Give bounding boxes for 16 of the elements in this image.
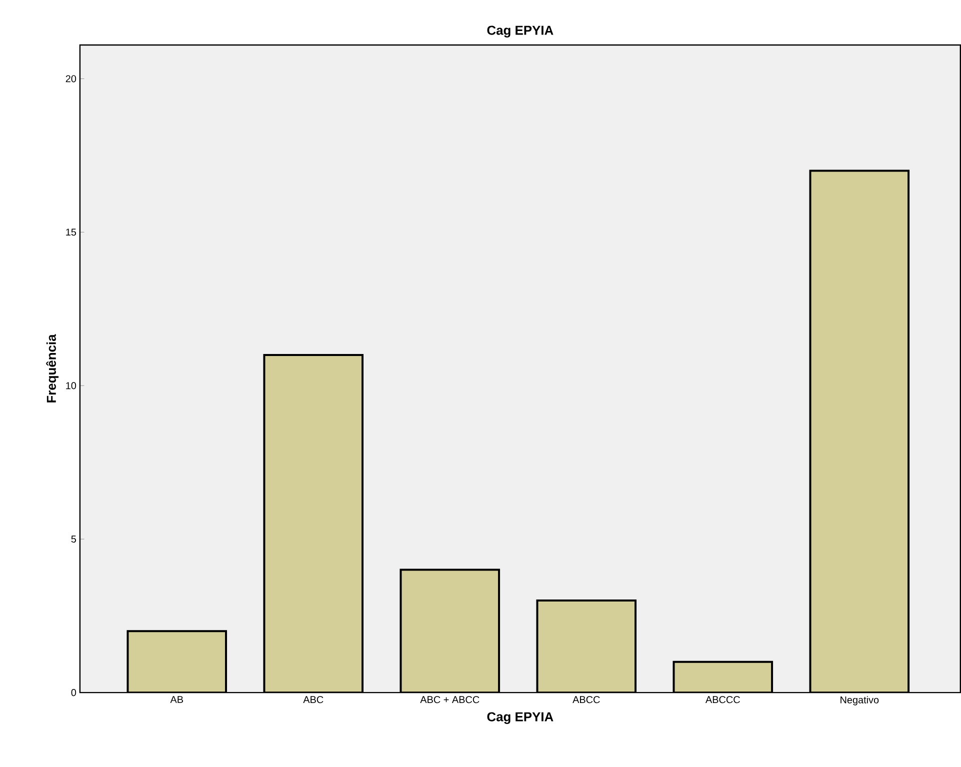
y-tick-label: 0 bbox=[71, 689, 76, 696]
chart-title: Cag EPYIA bbox=[487, 26, 554, 38]
y-axis-title: Frequência bbox=[46, 334, 59, 403]
x-tick-label: Negativo bbox=[840, 696, 879, 706]
x-tick-label: ABCCC bbox=[705, 696, 740, 704]
y-tick-label: 20 bbox=[66, 75, 76, 82]
x-axis-title: Cag EPYIA bbox=[487, 712, 554, 724]
bar bbox=[809, 170, 910, 693]
y-tick-label: 5 bbox=[71, 536, 76, 543]
x-tick-label: ABC bbox=[303, 696, 324, 704]
y-tick-label: 10 bbox=[66, 382, 76, 390]
bar bbox=[672, 661, 774, 693]
x-tick-label: ABC + ABCC bbox=[420, 696, 480, 704]
x-tick-label: AB bbox=[170, 696, 183, 704]
y-tick-label: 15 bbox=[66, 228, 76, 236]
x-tick-label: ABCC bbox=[572, 696, 600, 704]
